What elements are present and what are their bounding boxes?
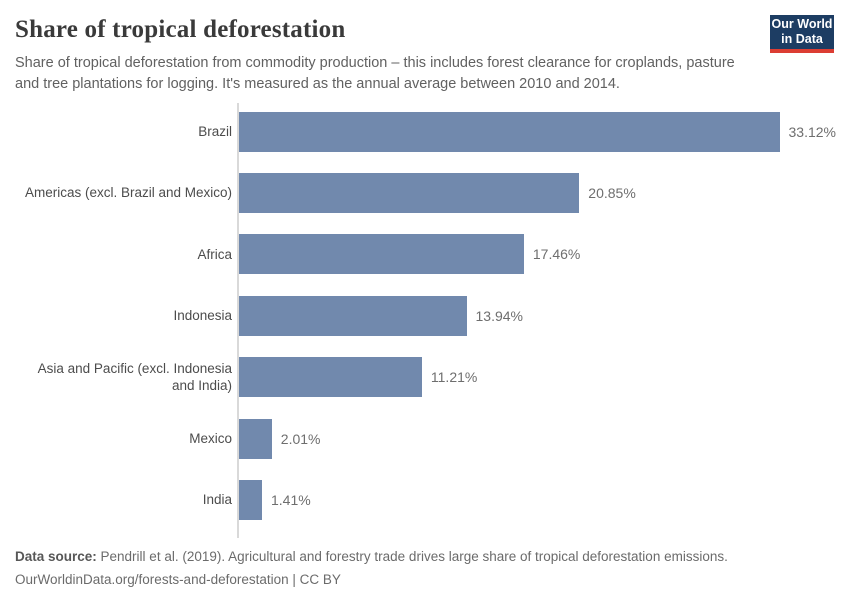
bar-row: Indonesia 13.94% <box>15 285 850 346</box>
bar-row: Americas (excl. Brazil and Mexico) 20.85… <box>15 162 850 223</box>
bar-track: 13.94% <box>237 295 850 336</box>
data-source-label: Data source: <box>15 548 97 564</box>
owid-url-link[interactable]: OurWorldinData.org/forests-and-deforesta… <box>15 571 289 587</box>
bar-row: India 1.41% <box>15 469 850 530</box>
bar-track: 11.21% <box>237 357 850 398</box>
bar-value: 33.12% <box>788 123 836 140</box>
bar-chart: Brazil 33.12% Americas (excl. Brazil and… <box>15 101 850 538</box>
bar-value: 13.94% <box>475 307 523 324</box>
bar-label: Asia and Pacific (excl. Indonesia and In… <box>37 360 232 394</box>
bar[interactable] <box>239 234 524 275</box>
bar-value: 1.41% <box>271 492 311 509</box>
bar-label: Americas (excl. Brazil and Mexico) <box>24 185 232 201</box>
bar-row: Brazil 33.12% <box>15 101 850 162</box>
page-title: Share of tropical deforestation <box>15 16 346 43</box>
bar-track: 2.01% <box>237 418 850 459</box>
license-line: OurWorldinData.org/forests-and-deforesta… <box>15 568 850 591</box>
bar-value: 17.46% <box>532 246 581 263</box>
bar[interactable] <box>239 295 467 336</box>
bar-label: India <box>202 492 232 508</box>
bar-track: 20.85% <box>237 173 850 214</box>
bar-track: 33.12% <box>237 111 850 152</box>
bar[interactable] <box>239 357 422 398</box>
bar-label: Africa <box>197 246 232 262</box>
bar-label: Brazil <box>198 123 232 139</box>
y-axis-line <box>237 103 239 538</box>
bar[interactable] <box>239 111 780 152</box>
bar-label: Mexico <box>189 430 232 446</box>
bar-value: 2.01% <box>280 430 321 447</box>
bar-value: 20.85% <box>588 185 636 202</box>
bar-row: Africa 17.46% <box>15 224 850 285</box>
bar[interactable] <box>239 173 580 214</box>
owid-logo[interactable]: Our World in Data <box>770 15 834 53</box>
bar-rows: Brazil 33.12% Americas (excl. Brazil and… <box>15 101 850 531</box>
bar-label: Indonesia <box>173 308 232 324</box>
bar-value: 11.21% <box>430 369 478 386</box>
data-source-text: Pendrill et al. (2019). Agricultural and… <box>96 548 728 564</box>
bar-row: Mexico 2.01% <box>15 408 850 469</box>
data-source-line: Data source: Pendrill et al. (2019). Agr… <box>15 545 850 568</box>
chart-footer: Data source: Pendrill et al. (2019). Agr… <box>15 545 850 591</box>
owid-logo-line1: Our World <box>771 17 833 31</box>
bar-track: 17.46% <box>237 234 850 275</box>
bar[interactable] <box>239 418 272 459</box>
bar-row: Asia and Pacific (excl. Indonesia and In… <box>15 347 850 408</box>
bar-track: 1.41% <box>237 480 850 521</box>
bar[interactable] <box>239 480 262 521</box>
license-text: | CC BY <box>288 571 341 587</box>
chart-subtitle: Share of tropical deforestation from com… <box>15 55 735 92</box>
owid-logo-line2: in Data <box>781 31 823 46</box>
